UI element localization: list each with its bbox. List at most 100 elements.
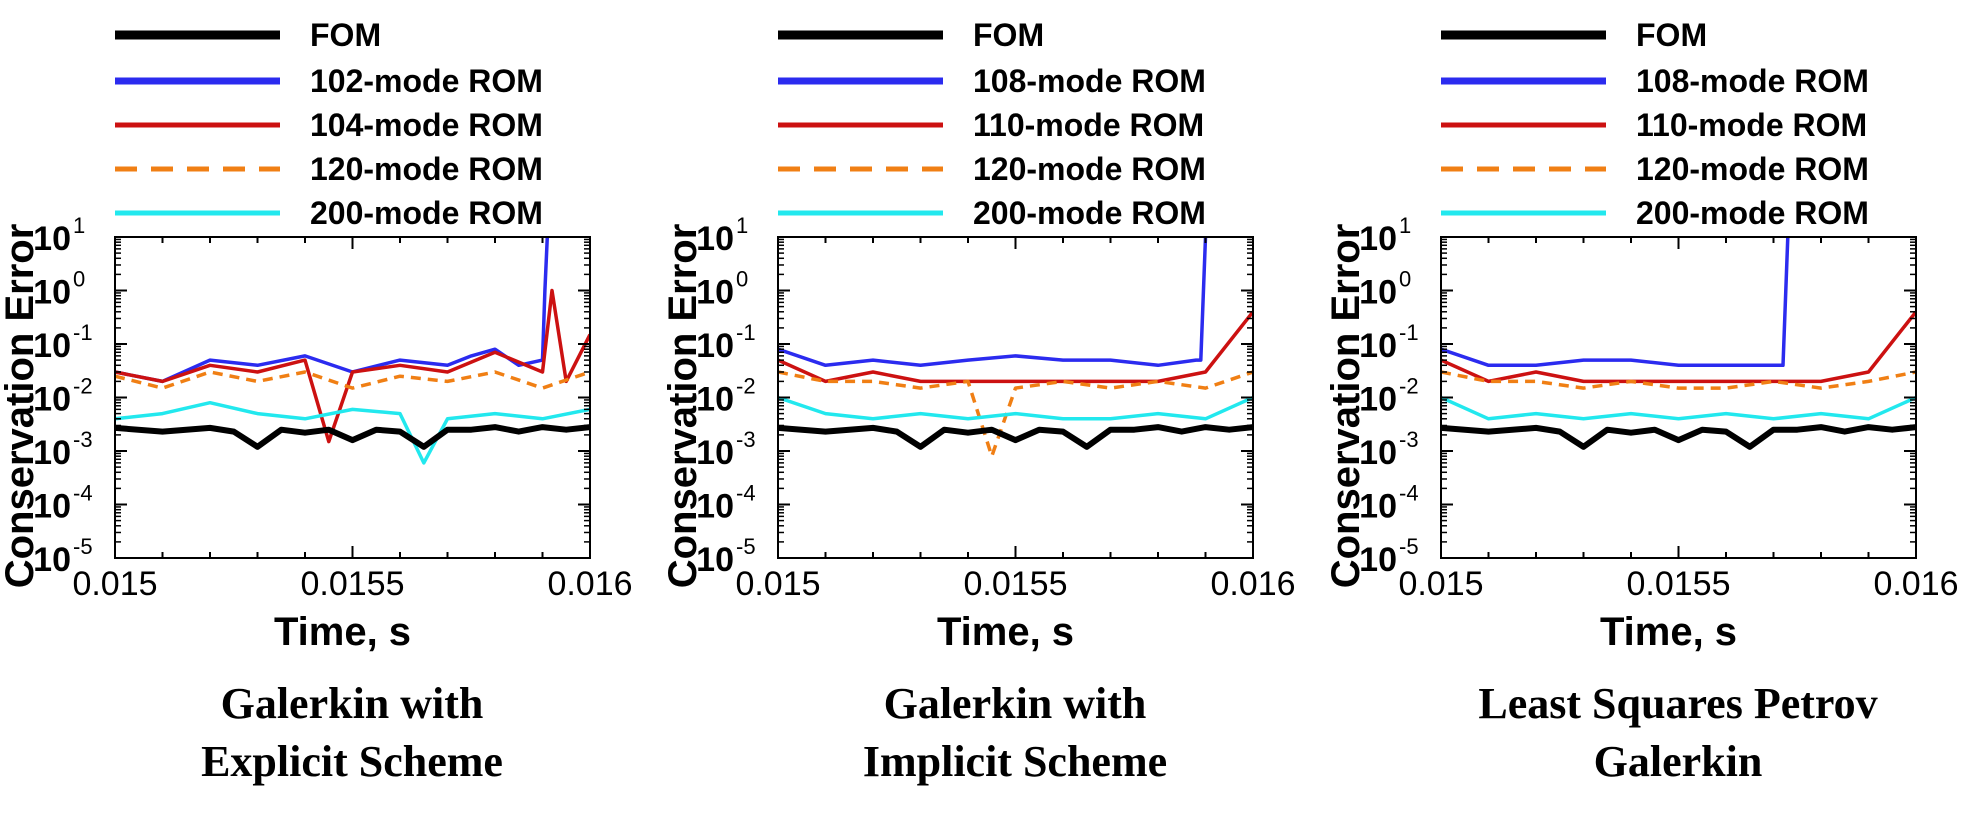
panel-caption-line-1: Galerkin with xyxy=(221,679,484,728)
series-line-2 xyxy=(778,237,1208,368)
series-lines xyxy=(115,237,590,465)
legend-label-2: 108-mode ROM xyxy=(973,63,1206,99)
series-line-4 xyxy=(115,370,590,390)
series-line-1 xyxy=(115,424,590,450)
y-tick-label: 10 xyxy=(1359,541,1397,579)
y-tick-label: 10 xyxy=(696,327,734,365)
y-tick-label: 10 xyxy=(33,488,71,526)
series-line-4 xyxy=(1441,370,1916,390)
y-tick-exponent: -5 xyxy=(73,534,93,559)
y-tick-label: 10 xyxy=(696,220,734,258)
legend-label-2: 108-mode ROM xyxy=(1636,63,1869,99)
y-tick-label: 10 xyxy=(1359,488,1397,526)
x-tick-label: 0.0155 xyxy=(964,565,1068,603)
series-line-1 xyxy=(778,424,1253,450)
series-line-2 xyxy=(1441,237,1790,368)
y-tick-label: 10 xyxy=(696,274,734,312)
x-tick-label: 0.016 xyxy=(1210,565,1295,603)
y-tick-exponent: -4 xyxy=(736,481,756,506)
y-tick-exponent: 0 xyxy=(73,267,85,292)
x-axis-label: Time, s xyxy=(274,610,411,654)
y-tick-exponent: 0 xyxy=(1399,267,1411,292)
series-line-2 xyxy=(115,237,550,384)
y-tick-label: 10 xyxy=(1359,381,1397,419)
y-tick-label: 10 xyxy=(696,434,734,472)
series-line-3 xyxy=(1441,310,1916,384)
series-line-1 xyxy=(1441,424,1916,450)
x-tick-label: 0.016 xyxy=(547,565,632,603)
x-axis-label: Time, s xyxy=(937,610,1074,654)
y-tick-exponent: -4 xyxy=(73,481,93,506)
y-tick-exponent: 0 xyxy=(736,267,748,292)
y-tick-exponent: -3 xyxy=(736,427,756,452)
chart-panel-3: FOM 108-mode ROM 110-mode ROM 120-mode ROM 2… xyxy=(1324,17,1959,786)
series-line-5 xyxy=(1441,395,1916,421)
legend-label-5: 200-mode ROM xyxy=(1636,195,1869,231)
legend-label-3: 110-mode ROM xyxy=(1636,107,1867,143)
y-tick-exponent: 1 xyxy=(73,213,85,238)
x-tick-label: 0.015 xyxy=(72,565,157,603)
y-tick-label: 10 xyxy=(1359,434,1397,472)
x-tick-label: 0.0155 xyxy=(1627,565,1731,603)
y-tick-label: 10 xyxy=(1359,274,1397,312)
plot-frame xyxy=(1440,236,1917,559)
y-tick-exponent: -4 xyxy=(1399,481,1419,506)
legend-label-2: 102-mode ROM xyxy=(310,63,543,99)
y-tick-label: 10 xyxy=(33,220,71,258)
plot-frame xyxy=(114,236,591,559)
y-tick-exponent: -3 xyxy=(73,427,93,452)
chart-panel-2: FOM 108-mode ROM 110-mode ROM 120-mode ROM 2… xyxy=(661,17,1296,786)
y-tick-label: 10 xyxy=(33,381,71,419)
legend-label-5: 200-mode ROM xyxy=(310,195,543,231)
series-lines xyxy=(1441,237,1916,450)
y-tick-label: 10 xyxy=(696,488,734,526)
y-tick-exponent: -3 xyxy=(1399,427,1419,452)
y-tick-exponent: -1 xyxy=(1399,320,1419,345)
chart-panel-1: FOM 102-mode ROM 104-mode ROM 120-mode ROM 2… xyxy=(0,17,633,786)
y-tick-label: 10 xyxy=(33,327,71,365)
y-tick-label: 10 xyxy=(696,541,734,579)
x-tick-label: 0.015 xyxy=(1398,565,1483,603)
y-axis-label: Conservation Error xyxy=(661,224,705,589)
series-line-5 xyxy=(115,400,590,465)
y-tick-label: 10 xyxy=(1359,327,1397,365)
y-tick-exponent: -1 xyxy=(736,320,756,345)
series-line-5 xyxy=(778,395,1253,421)
panel-caption-line-1: Galerkin with xyxy=(884,679,1147,728)
panel-caption-line-2: Explicit Scheme xyxy=(201,737,503,786)
x-tick-label: 0.0155 xyxy=(301,565,405,603)
series-line-3 xyxy=(778,310,1253,384)
legend-label-1: FOM xyxy=(973,17,1044,53)
panel-caption-line-2: Galerkin xyxy=(1594,737,1763,786)
series-line-4 xyxy=(778,370,1253,458)
y-tick-label: 10 xyxy=(33,274,71,312)
y-axis-label: Conservation Error xyxy=(0,224,42,589)
legend-label-4: 120-mode ROM xyxy=(1636,151,1869,187)
legend-label-4: 120-mode ROM xyxy=(973,151,1206,187)
plot-frame xyxy=(777,236,1254,559)
legend-label-1: FOM xyxy=(310,17,381,53)
y-tick-exponent: 1 xyxy=(1399,213,1411,238)
y-tick-exponent: -2 xyxy=(1399,374,1419,399)
legend-label-3: 110-mode ROM xyxy=(973,107,1204,143)
legend-label-5: 200-mode ROM xyxy=(973,195,1206,231)
y-tick-exponent: 1 xyxy=(736,213,748,238)
y-tick-label: 10 xyxy=(33,541,71,579)
x-axis-label: Time, s xyxy=(1600,610,1737,654)
series-line-3 xyxy=(115,288,590,444)
y-tick-exponent: -2 xyxy=(73,374,93,399)
y-axis-label: Conservation Error xyxy=(1324,224,1368,589)
y-tick-exponent: -2 xyxy=(736,374,756,399)
y-tick-exponent: -5 xyxy=(736,534,756,559)
y-tick-label: 10 xyxy=(1359,220,1397,258)
x-tick-label: 0.016 xyxy=(1873,565,1958,603)
y-tick-exponent: -1 xyxy=(73,320,93,345)
legend-label-4: 120-mode ROM xyxy=(310,151,543,187)
y-tick-label: 10 xyxy=(33,434,71,472)
series-lines xyxy=(778,237,1253,458)
y-tick-label: 10 xyxy=(696,381,734,419)
y-tick-exponent: -5 xyxy=(1399,534,1419,559)
legend-label-3: 104-mode ROM xyxy=(310,107,543,143)
x-tick-label: 0.015 xyxy=(735,565,820,603)
